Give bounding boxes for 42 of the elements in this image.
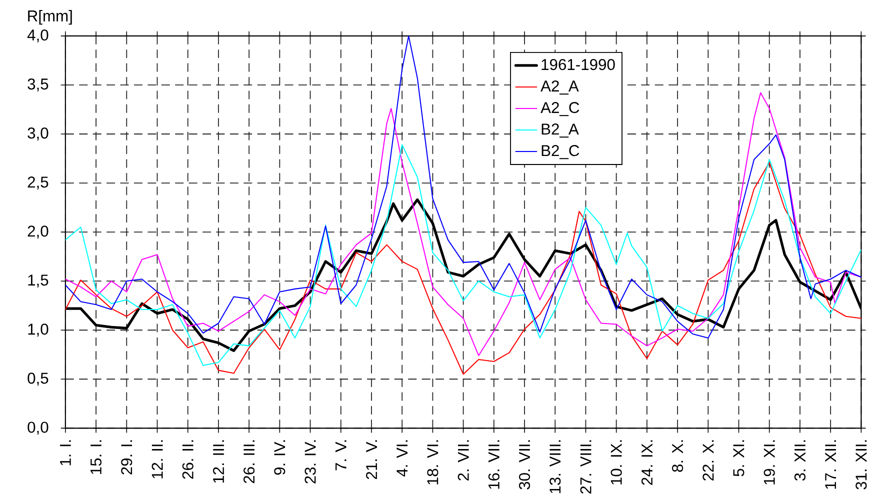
x-tick-label: 17. XII.	[825, 440, 836, 489]
y-tick-label: 1,5	[28, 274, 48, 288]
x-tick-label: 2. VII.	[458, 440, 469, 480]
x-tick-label: 12. II.	[152, 440, 163, 478]
x-tick-label: 1. I.	[60, 440, 71, 466]
y-tick-label: 3,0	[28, 127, 48, 140]
y-tick-label: 4,0	[27, 29, 48, 42]
x-tick-label: 3. XII.	[794, 440, 806, 480]
x-tick-label: 10. IX.	[610, 440, 622, 484]
y-tick-label: 3,5	[28, 78, 48, 92]
x-tick-label: 18. VI.	[427, 440, 438, 484]
x-tick-label: 31. XII.	[856, 440, 867, 490]
x-tick-label: 26. III.	[244, 440, 255, 483]
x-tick-label: 21. V.	[366, 440, 377, 479]
legend-label: A2_A	[540, 80, 579, 94]
legend-label: B2_A	[542, 123, 579, 138]
x-tick-label: 27. VIII.	[580, 440, 592, 494]
legend-label: A2_C	[540, 102, 580, 116]
x-tick-label: 22. X.	[702, 440, 714, 480]
x-tick-label: 23. IV.	[304, 440, 316, 484]
x-tick-label: 16. VII.	[488, 440, 500, 489]
x-tick-label: 5. XI.	[733, 440, 744, 476]
y-tick-label: 2,5	[28, 176, 48, 190]
x-tick-label: 24. IX.	[641, 440, 652, 485]
x-tick-label: 12. III.	[212, 440, 224, 482]
x-tick-label: 26. II.	[182, 440, 194, 479]
x-tick-label: 19. XI.	[764, 440, 775, 484]
legend-label: B2_C	[542, 144, 580, 159]
x-tick-label: 30. VII.	[518, 440, 530, 490]
x-tick-label: 8. X.	[672, 440, 684, 472]
legend-label: 1961-1990	[542, 58, 615, 70]
x-tick-label: 4. VI.	[396, 440, 408, 476]
x-tick-label: 13. VIII.	[550, 440, 561, 493]
y-tick-label: 0,0	[28, 421, 48, 434]
x-tick-label: 15. I.	[90, 440, 102, 474]
x-tick-label: 29. I.	[121, 440, 132, 474]
y-tick-label: 0,5	[28, 372, 48, 386]
x-tick-label: 9. IV.	[274, 440, 286, 475]
y-axis-title: R[mm]	[28, 10, 72, 24]
y-tick-label: 2,0	[28, 225, 48, 238]
x-tick-label: 7. V.	[335, 440, 346, 470]
y-tick-label: 1,0	[28, 323, 48, 336]
